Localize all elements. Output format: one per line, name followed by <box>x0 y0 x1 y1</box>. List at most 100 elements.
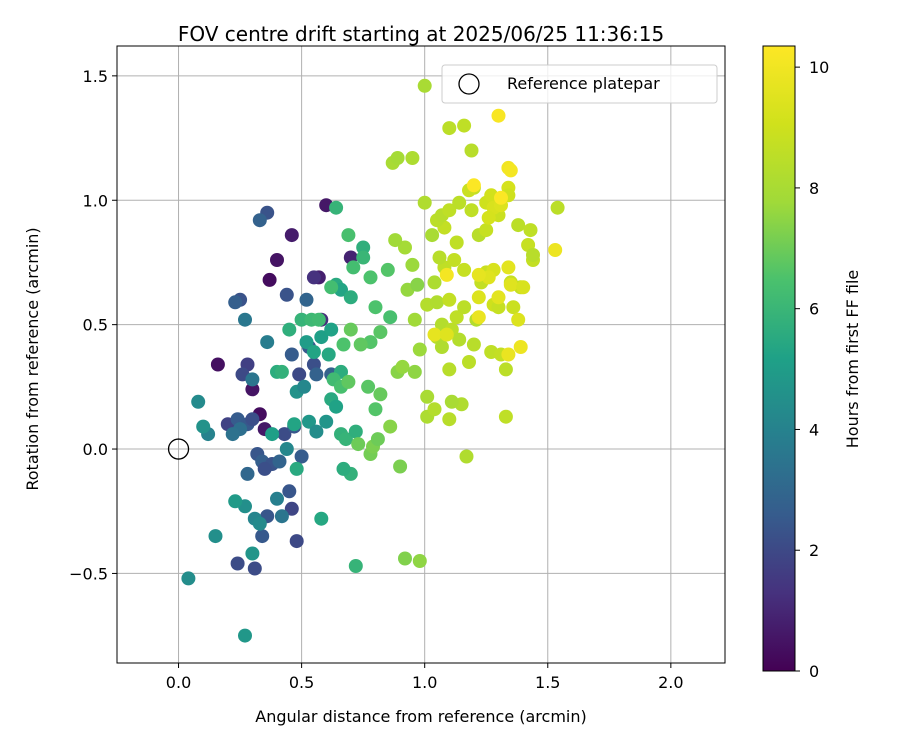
data-point <box>282 322 297 337</box>
colorbar: 0 2 4 6 8 10 Hours from first FF file <box>762 45 862 681</box>
data-point <box>353 337 368 352</box>
data-point <box>306 345 321 359</box>
data-point <box>311 312 326 327</box>
legend-label-reference-platepar: Reference platepar <box>507 74 660 93</box>
colorbar-label: Hours from first FF file <box>843 270 862 449</box>
data-point <box>498 362 513 377</box>
data-point <box>302 414 316 429</box>
data-point <box>356 250 371 265</box>
y-tick-label: 1.0 <box>83 191 108 210</box>
data-point <box>442 203 457 218</box>
colorbar-tick-label: 10 <box>809 58 829 77</box>
data-point <box>410 277 425 292</box>
data-point <box>338 432 353 447</box>
data-point <box>284 347 299 362</box>
reference-platepar-marker <box>167 438 190 460</box>
data-point <box>274 364 289 379</box>
data-point <box>238 312 252 327</box>
data-point <box>245 412 260 427</box>
data-point <box>225 427 240 442</box>
data-point <box>299 335 314 350</box>
data-point <box>471 267 486 282</box>
data-point <box>459 449 474 464</box>
data-point <box>390 151 405 165</box>
data-point <box>329 399 344 414</box>
data-point <box>270 491 284 506</box>
data-point <box>336 461 351 476</box>
data-point <box>491 108 506 123</box>
data-point <box>373 387 388 402</box>
legend: Reference platepar <box>441 64 718 104</box>
data-point <box>191 394 206 409</box>
data-point <box>356 240 371 255</box>
data-point <box>494 190 508 205</box>
data-point <box>373 325 388 340</box>
data-point <box>412 554 427 568</box>
data-point <box>247 561 262 576</box>
data-point <box>368 402 383 417</box>
data-point <box>481 210 496 225</box>
data-point <box>309 367 324 382</box>
data-point <box>491 290 506 305</box>
data-point <box>289 461 304 476</box>
data-point <box>447 253 462 267</box>
data-point <box>398 240 412 255</box>
data-point <box>383 310 398 325</box>
data-point <box>368 300 383 315</box>
data-point <box>466 178 481 193</box>
data-point <box>444 394 459 409</box>
data-point <box>462 355 476 369</box>
data-point <box>511 218 526 233</box>
data-point <box>282 484 297 499</box>
y-tick-label: 0.0 <box>83 440 108 459</box>
data-point <box>464 143 479 158</box>
data-point <box>299 292 314 307</box>
data-point <box>341 228 356 243</box>
legend-box <box>441 64 718 104</box>
colorbar-tick-label: 4 <box>809 420 819 439</box>
data-point <box>270 253 284 267</box>
data-point <box>181 571 196 586</box>
data-point <box>407 364 422 379</box>
data-point <box>420 389 435 404</box>
data-point <box>439 327 454 342</box>
data-point <box>430 295 444 310</box>
x-tick-label: 0.5 <box>289 673 314 692</box>
data-point <box>370 432 385 447</box>
data-point <box>294 449 309 464</box>
data-point <box>442 121 457 136</box>
data-point <box>208 529 223 544</box>
data-point <box>343 290 358 305</box>
data-point <box>255 529 270 544</box>
data-point <box>343 322 358 337</box>
data-point <box>265 427 280 442</box>
data-point <box>479 223 494 238</box>
chart-title: FOV centre drift starting at 2025/06/25 … <box>178 22 664 46</box>
data-point <box>245 372 260 387</box>
data-point <box>442 292 457 307</box>
colorbar-ticks: 0 2 4 6 8 10 <box>795 58 829 681</box>
data-point <box>228 494 243 509</box>
data-point <box>329 200 344 215</box>
data-point <box>548 243 563 257</box>
x-axis-label: Angular distance from reference (arcmin) <box>255 707 586 726</box>
data-point <box>274 509 289 524</box>
data-point <box>452 332 467 347</box>
data-point <box>464 203 479 218</box>
data-point <box>434 340 449 354</box>
data-point <box>292 367 307 382</box>
data-point <box>294 312 309 327</box>
data-point <box>314 511 329 526</box>
data-point <box>395 359 410 374</box>
data-point <box>245 382 260 397</box>
data-point <box>457 262 472 277</box>
data-point <box>240 466 255 481</box>
data-point <box>314 330 329 345</box>
data-point <box>457 300 472 315</box>
data-point <box>380 262 395 277</box>
data-point <box>228 295 243 310</box>
data-point <box>427 327 442 342</box>
data-point <box>336 337 351 352</box>
data-point <box>238 628 252 643</box>
